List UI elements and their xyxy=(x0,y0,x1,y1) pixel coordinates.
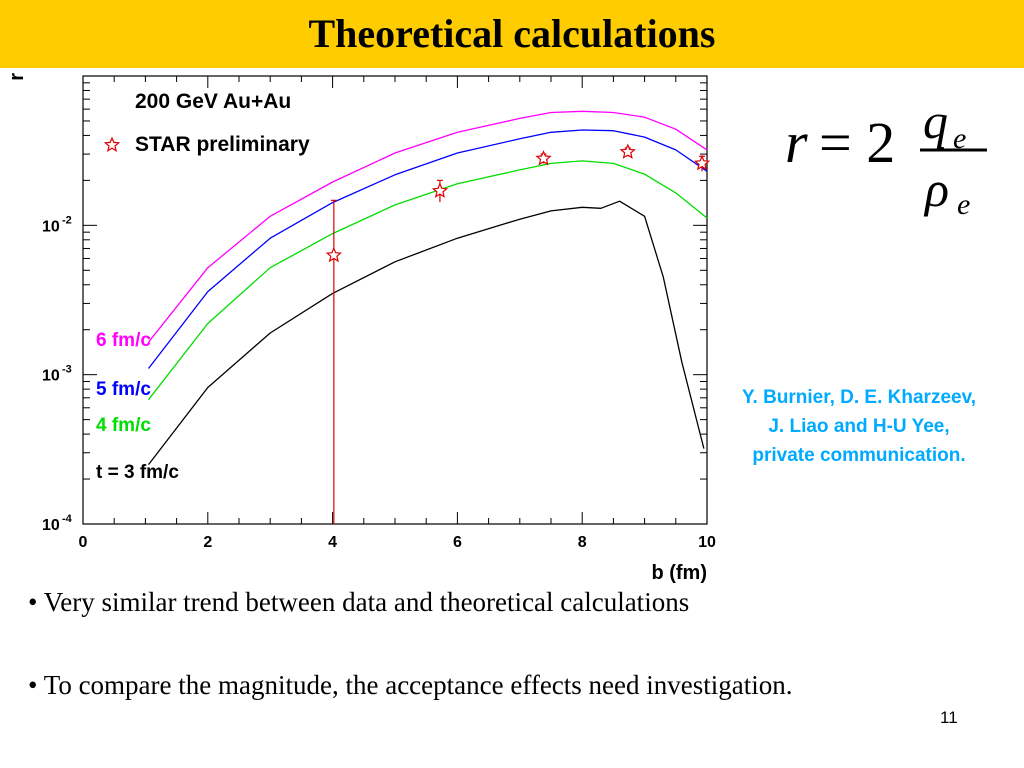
credit-line: J. Liao and H-U Yee, xyxy=(768,416,950,437)
x-tick-label: 10 xyxy=(698,534,716,551)
formula-denominator: ρ xyxy=(923,161,949,217)
x-axis-label: b (fm) xyxy=(651,562,707,584)
y-tick-label: 10 xyxy=(42,517,60,534)
formula-lhs: r xyxy=(785,110,808,175)
page-number: 11 xyxy=(940,708,958,727)
data-point-star xyxy=(325,246,342,263)
x-tick-label: 6 xyxy=(453,534,462,551)
bullet-point: • Very similar trend between data and th… xyxy=(28,587,690,617)
curve-line xyxy=(147,110,708,343)
x-tick-label: 0 xyxy=(79,534,88,551)
curve-label: t = 3 fm/c xyxy=(96,462,179,483)
y-tick-exponent: -4 xyxy=(62,513,73,525)
y-tick-exponent: -3 xyxy=(62,364,72,376)
y-axis-label: r xyxy=(6,73,28,81)
x-tick-label: 4 xyxy=(328,534,337,551)
data-point-star xyxy=(693,154,711,171)
y-tick-label: 10 xyxy=(42,368,60,385)
formula-numerator-sub: e xyxy=(953,122,966,155)
curve-line xyxy=(147,129,708,369)
curve-label: 5 fm/c xyxy=(96,379,151,400)
formula-numerator: q xyxy=(923,93,948,149)
curve-label: 6 fm/c xyxy=(96,330,151,351)
credit-line: private communication. xyxy=(752,445,966,466)
slide-title: Theoretical calculations xyxy=(308,11,716,56)
legend-star-marker xyxy=(103,136,121,152)
curve-label: 4 fm/c xyxy=(96,415,151,436)
data-point-star xyxy=(431,182,449,198)
formula-denominator-sub: e xyxy=(957,188,970,221)
x-tick-label: 2 xyxy=(203,534,212,551)
ratio-formula: r = 2 q e ρ e xyxy=(785,93,987,221)
formula-equals: = 2 xyxy=(819,110,895,175)
credit-line: Y. Burnier, D. E. Kharzeev, xyxy=(741,387,977,408)
legend-label: STAR preliminary xyxy=(135,133,310,156)
credit-note: Y. Burnier, D. E. Kharzeev, J. Liao and … xyxy=(700,383,1018,470)
y-tick-label: 10 xyxy=(42,218,60,235)
bullet-point: • To compare the magnitude, the acceptan… xyxy=(28,670,793,700)
curve-line xyxy=(147,160,708,401)
chart-annotation: 200 GeV Au+Au xyxy=(135,90,291,113)
data-point-star xyxy=(535,150,552,166)
data-point-star xyxy=(619,143,636,159)
y-tick-exponent: -2 xyxy=(62,214,72,226)
curve-line xyxy=(147,200,705,465)
x-tick-label: 8 xyxy=(578,534,587,551)
title-bar: Theoretical calculations xyxy=(0,0,1024,68)
